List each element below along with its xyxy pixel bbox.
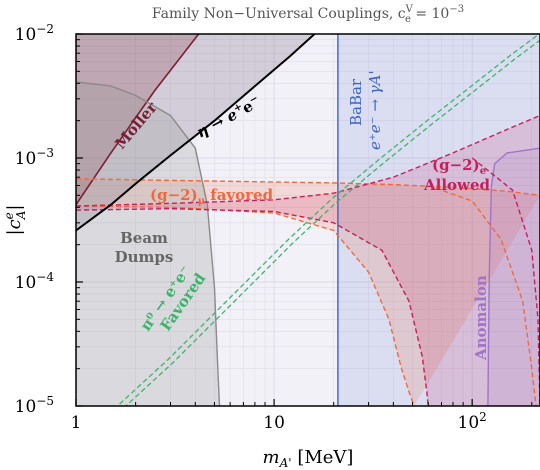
pi0-line-upper <box>119 34 539 405</box>
g2e-right-line <box>471 157 540 406</box>
beam-dumps-region <box>76 82 220 406</box>
axis-ticks: 1 10 102 10−5 10−4 10−3 10−2 <box>15 22 533 433</box>
babar-label-2: e⁺e⁻ → γA' <box>366 70 384 150</box>
y-tick-label: 10−5 <box>15 394 54 417</box>
eta-region <box>76 34 315 231</box>
g2e-region <box>76 115 540 406</box>
moller-region <box>76 34 199 205</box>
beam-dumps-label-1: Beam <box>120 229 168 247</box>
plot-frame <box>75 33 540 407</box>
anomalon-label: Anomalon <box>472 275 490 361</box>
babar-region <box>337 34 540 406</box>
y-tick-label: 10−3 <box>15 146 54 169</box>
y-tick-label: 10−4 <box>15 270 55 293</box>
plot-area <box>76 34 540 406</box>
beam-dumps-line <box>76 81 221 406</box>
eta-label: η → e+e− <box>193 93 263 142</box>
x-tick-label: 102 <box>458 410 487 433</box>
x-tick-label: 1 <box>71 413 82 433</box>
g2e-label-1: (g−2)e <box>432 156 486 177</box>
y-tick-label: 10−2 <box>15 22 54 45</box>
curves <box>76 34 540 406</box>
chart-title: Family Non−Universal Couplings, cV e = 10… <box>152 4 464 25</box>
x-axis-label: mA' [MeV] <box>263 447 354 470</box>
g2mu-right-line <box>427 184 537 406</box>
g2mu-label: (g−2)μ favored <box>150 186 274 207</box>
exclusion-regions <box>76 34 540 406</box>
anomalon-region <box>487 148 540 406</box>
x-tick-label: 10 <box>263 413 285 433</box>
y-axis-label: |ceA| <box>2 204 28 235</box>
pi0-line-lower <box>124 39 540 406</box>
babar-label-1: BaBar <box>347 78 365 126</box>
grid <box>76 34 540 406</box>
g2e-upper-line <box>76 114 540 207</box>
eta-line <box>76 34 316 232</box>
g2e-lower-line <box>76 207 429 406</box>
g2mu-region <box>76 178 540 406</box>
beam-dumps-label-2: Dumps <box>115 248 174 266</box>
g2e-label-2: Allowed <box>423 176 490 194</box>
